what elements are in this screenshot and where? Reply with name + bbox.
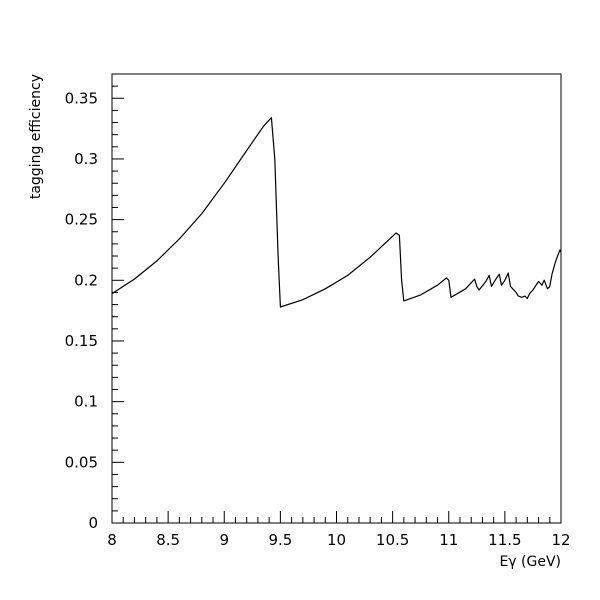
y-tick-labels: 0 0.05 0.1 0.15 0.2 0.25 0.3 0.35 bbox=[65, 89, 98, 532]
x-tick-labels: 8 8.5 9 9.5 10 10.5 11 11.5 12 bbox=[107, 531, 570, 549]
y-tick-label: 0.3 bbox=[74, 150, 98, 168]
x-tick-label: 9.5 bbox=[268, 531, 292, 549]
y-tick-label: 0.35 bbox=[65, 89, 98, 107]
y-axis-title: tagging efficiency bbox=[28, 74, 44, 199]
efficiency-series-line bbox=[111, 117, 562, 308]
x-tick-label: 11 bbox=[439, 531, 458, 549]
x-tick-label: 11.5 bbox=[488, 531, 521, 549]
y-tick-label: 0.1 bbox=[74, 393, 98, 411]
x-tick-label: 12 bbox=[551, 531, 570, 549]
plot-frame bbox=[111, 73, 562, 524]
x-tick-label: 10.5 bbox=[376, 531, 409, 549]
x-axis-title: Eγ (GeV) bbox=[499, 554, 561, 570]
x-tick-label: 9 bbox=[219, 531, 229, 549]
y-tick-label: 0.25 bbox=[65, 211, 98, 229]
y-tick-label: 0 bbox=[88, 514, 98, 532]
y-tick-label: 0.2 bbox=[74, 271, 98, 289]
axis-ticks bbox=[111, 73, 562, 524]
y-tick-label: 0.15 bbox=[65, 332, 98, 350]
y-tick-label: 0.05 bbox=[65, 453, 98, 471]
x-tick-label: 8 bbox=[107, 531, 117, 549]
x-tick-label: 8.5 bbox=[156, 531, 180, 549]
x-tick-label: 10 bbox=[327, 531, 346, 549]
